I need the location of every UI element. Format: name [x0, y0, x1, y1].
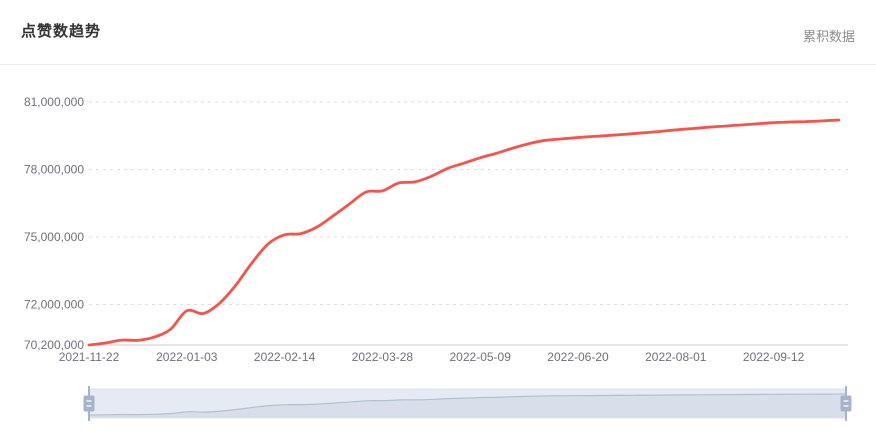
x-axis-label: 2021-11-22: [59, 350, 120, 364]
x-axis-label: 2022-09-12: [743, 350, 805, 364]
x-axis-label: 2022-03-28: [352, 350, 414, 364]
x-axis-label: 2022-02-14: [254, 350, 316, 364]
header-divider: [0, 64, 876, 65]
card-header: 点赞数趋势 累积数据: [0, 0, 876, 64]
y-axis-label: 72,000,000: [24, 298, 84, 312]
x-axis-label: 2022-01-03: [156, 350, 218, 364]
x-axis-label: 2022-08-01: [645, 350, 707, 364]
legend-cumulative-label[interactable]: 累积数据: [802, 29, 855, 44]
left-zoom-handle[interactable]: [83, 395, 95, 412]
datazoom-data-line: [88, 393, 847, 416]
datazoom-data-area: [89, 394, 846, 418]
right-zoom-handle[interactable]: [840, 395, 852, 412]
series-line-cumulative-likes: [87, 118, 841, 347]
y-axis-label: 75,000,000: [24, 230, 84, 244]
y-axis-label: 78,000,000: [24, 163, 84, 177]
x-axis-label: 2022-06-20: [547, 350, 609, 364]
y-axis-label: 70,200,000: [24, 338, 84, 352]
y-axis-label: 81,000,000: [24, 95, 84, 109]
chart-title: 点赞数趋势: [21, 23, 102, 40]
x-axis-label: 2022-05-09: [450, 350, 512, 364]
